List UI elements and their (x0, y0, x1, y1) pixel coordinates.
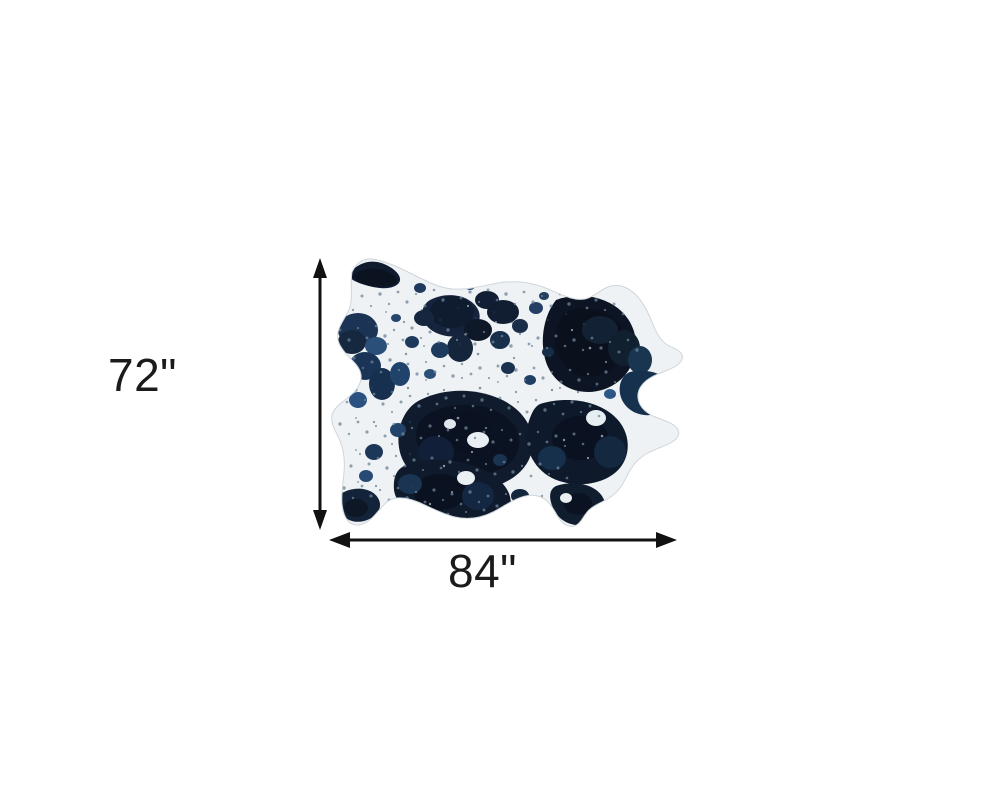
width-dimension-arrow (329, 532, 677, 548)
arrowhead-left (329, 532, 350, 548)
height-dimension-arrow (313, 258, 327, 530)
rug-outline (331, 258, 683, 527)
height-dimension-label: 72" (108, 349, 177, 401)
width-dimension-label: 84" (448, 545, 517, 597)
rug-body (331, 258, 683, 527)
arrowhead-right (656, 532, 677, 548)
arrowhead-down (313, 510, 327, 530)
arrowhead-up (313, 258, 327, 278)
